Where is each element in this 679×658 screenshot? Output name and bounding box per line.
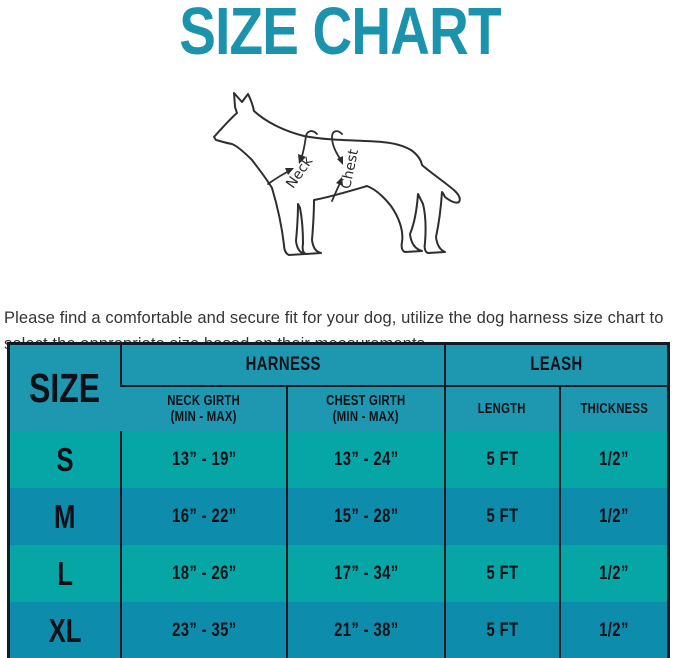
leash-length-cell: 5 FT [443, 488, 560, 545]
leash-length-cell: 5 FT [443, 545, 560, 602]
leash-thickness-cell: 1/2” [558, 431, 669, 488]
table-row-l: L 18” - 26” 17” - 34” 5 FT 1/2” [8, 545, 669, 602]
dog-measurement-diagram: Neck Chest [190, 80, 480, 270]
dog-diagram-svg: Neck Chest [213, 92, 461, 256]
size-chart-table: SIZE HARNESS LEASH NECK GIRTH (MIN - MAX)… [7, 342, 670, 658]
size-cell: S [8, 431, 121, 488]
size-chart-table-wrap: SIZE HARNESS LEASH NECK GIRTH (MIN - MAX)… [7, 342, 670, 658]
neck-girth-cell: 18” - 26” [119, 545, 287, 602]
table-row-s: S 13” - 19” 13” - 24” 5 FT 1/2” [8, 431, 669, 488]
leash-thickness-cell: 1/2” [558, 488, 669, 545]
chest-arrow-up-icon [336, 177, 343, 186]
sub-header-row: NECK GIRTH (MIN - MAX) CHEST GIRTH (MIN - … [9, 386, 669, 431]
size-cell: M [8, 488, 121, 545]
leash-thickness-cell: 1/2” [558, 602, 669, 658]
neck-girth-cell: 13” - 19” [119, 431, 287, 488]
page-title-wrap: SIZE CHART [0, 0, 679, 69]
leash-group-header: LEASH [443, 343, 669, 387]
dog-outline [213, 92, 461, 256]
chest-girth-cell: 13” - 24” [286, 431, 445, 488]
neck-girth-header: NECK GIRTH (MIN - MAX) [120, 386, 287, 431]
length-header: LENGTH [443, 386, 560, 431]
neck-arrow-down-icon [298, 154, 306, 164]
table-row-m: M 16” - 22” 15” - 28” 5 FT 1/2” [8, 488, 669, 545]
size-cell: L [8, 545, 121, 602]
leash-length-cell: 5 FT [443, 431, 560, 488]
harness-group-header: HARNESS [119, 343, 445, 387]
leash-length-cell: 5 FT [443, 602, 560, 658]
chest-girth-cell: 17” - 34” [286, 545, 445, 602]
neck-girth-cell: 16” - 22” [119, 488, 287, 545]
group-header-row: SIZE HARNESS LEASH [8, 343, 669, 431]
chest-girth-header: CHEST GIRTH (MIN - MAX) [286, 386, 445, 431]
page-title: SIZE CHART [178, 0, 501, 69]
chest-arrow-down-icon [337, 156, 343, 165]
table-row-xl: XL 23” - 35” 21” - 38” 5 FT 1/2” [8, 602, 669, 658]
size-column-header: SIZE [8, 343, 121, 431]
neck-measure-line-top [300, 130, 318, 160]
chest-girth-cell: 21” - 38” [286, 602, 445, 658]
neck-girth-cell: 23” - 35” [119, 602, 287, 658]
size-cell: XL [8, 602, 121, 658]
chest-girth-cell: 15” - 28” [286, 488, 445, 545]
chest-measure-line-top [331, 130, 343, 161]
neck-arrow-up-icon [285, 168, 294, 175]
leash-thickness-cell: 1/2” [558, 545, 669, 602]
thickness-header: THICKNESS [558, 386, 669, 431]
